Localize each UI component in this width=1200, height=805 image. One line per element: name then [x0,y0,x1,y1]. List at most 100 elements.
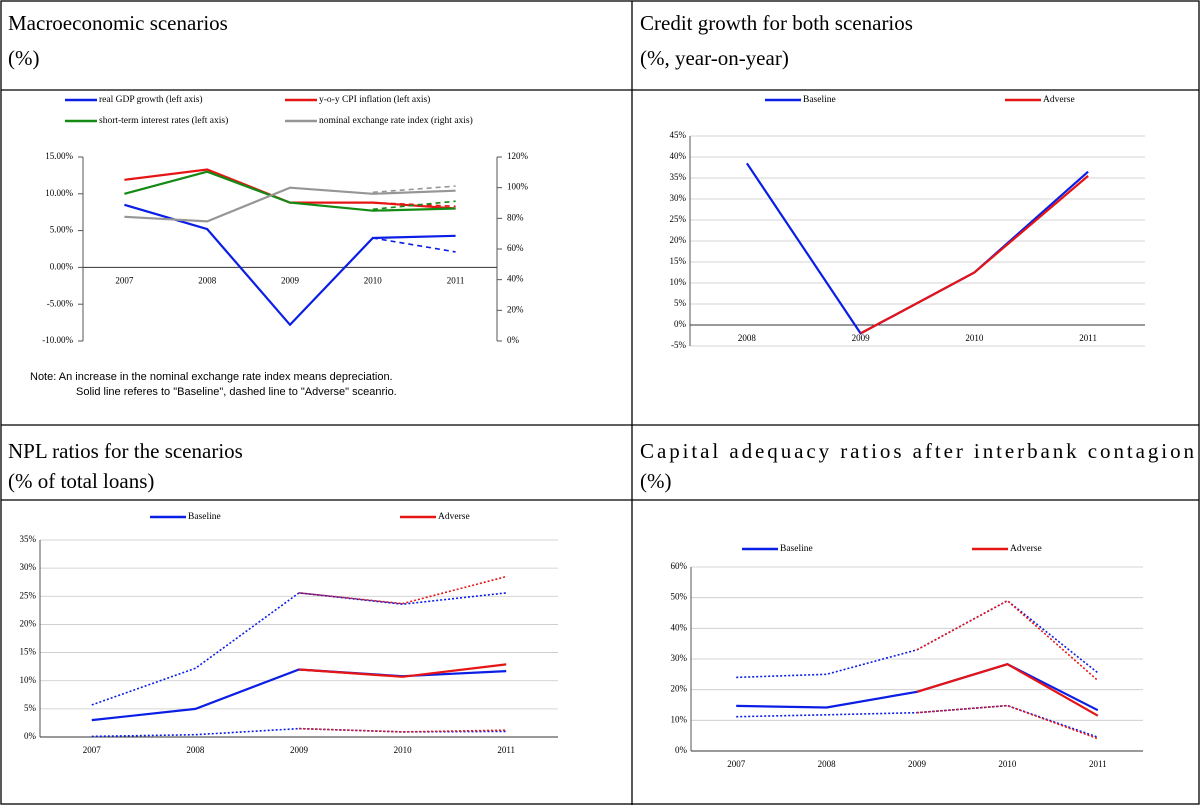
x-tick-label: 2010 [965,333,984,343]
y-tick-label: 0% [24,731,37,741]
series-line [372,201,456,208]
x-tick-label: 2011 [447,275,465,285]
y2-tick-label: 40% [507,274,524,284]
note: Solid line referes to "Baseline", dashed… [76,386,397,398]
y2-tick-label: 120% [507,151,529,161]
y2-tick-label: 0% [507,335,520,345]
y-tick-label: -5% [671,340,686,350]
y-tick-label: 15% [20,647,37,657]
x-tick-label: 2009 [281,275,300,285]
series-line [372,200,456,211]
y-tick-label: 40% [671,622,688,632]
y2-tick-label: 100% [507,182,529,192]
y-tick-label: 45% [670,130,687,140]
chart-title: Credit growth for both scenarios [640,11,913,35]
note: Note: An increase in the nominal exchang… [30,371,393,383]
series-line [298,663,507,678]
chart-subtitle: (%) [640,469,671,493]
x-tick-label: 2009 [290,745,309,755]
y-tick-label: 0.00% [50,261,74,271]
series-line [124,203,456,327]
x-tick-label: 2011 [497,745,515,755]
x-tick-label: 2009 [908,759,927,769]
y-tick-label: 35% [20,534,37,544]
series-line [124,170,456,212]
y-tick-label: 20% [20,618,37,628]
x-tick-label: 2007 [83,745,102,755]
chart-subtitle: (%) [8,46,39,70]
y-tick-label: 10% [670,277,687,287]
y-tick-label: 15% [670,256,687,266]
y2-tick-label: 20% [507,304,524,314]
series-line [736,599,1099,679]
legend-label: real GDP growth (left axis) [99,94,203,105]
legend-label: short-term interest rates (left axis) [99,115,228,126]
chart-title: Capital adequacy ratios after interbank … [640,439,1195,463]
chart-title: Macroeconomic scenarios [8,11,228,35]
series-line [736,663,1099,712]
series-line [298,727,507,733]
series-line [372,237,456,253]
x-tick-label: 2009 [852,333,871,343]
chart-subtitle: (%, year-on-year) [640,46,789,70]
x-tick-label: 2011 [1089,759,1107,769]
legend-label: Adverse [1010,544,1042,554]
y-tick-label: 0% [674,319,687,329]
y2-tick-label: 80% [507,212,524,222]
chart-subtitle: (% of total loans) [8,469,154,493]
y-tick-label: 30% [20,562,37,572]
x-tick-label: 2011 [1079,333,1097,343]
y-tick-label: 25% [670,214,687,224]
y-tick-label: -5.00% [47,298,74,308]
y-tick-label: 20% [670,235,687,245]
legend-label: Baseline [188,512,221,522]
y-tick-label: 10% [20,675,37,685]
series-line [916,663,1099,717]
series-line [124,186,456,223]
y-tick-label: 30% [670,193,687,203]
legend-label: Baseline [803,95,836,105]
legend-label: Baseline [780,544,813,554]
y-tick-label: 60% [671,561,688,571]
y-tick-label: -10.00% [42,335,73,345]
series-line [745,162,1089,335]
y-tick-label: 50% [671,592,688,602]
series-line [372,185,456,194]
y-tick-label: 30% [671,653,688,663]
y-tick-label: 0% [675,745,688,755]
series-line [91,727,507,738]
y-tick-label: 5% [24,703,37,713]
y-tick-label: 10% [671,714,688,724]
y-tick-label: 40% [670,151,687,161]
y-tick-label: 35% [670,172,687,182]
series-line [91,668,507,722]
y-tick-label: 5.00% [50,225,74,235]
x-tick-label: 2008 [818,759,837,769]
series-line [736,704,1099,738]
x-tick-label: 2007 [727,759,746,769]
legend-label: Adverse [438,512,470,522]
legend-label: Adverse [1043,95,1075,105]
legend-label: nominal exchange rate index (right axis) [319,115,473,126]
y-tick-label: 15.00% [45,151,73,161]
y-tick-label: 10.00% [45,188,73,198]
chart-title: NPL ratios for the scenarios [8,439,243,463]
legend-label: y-o-y CPI inflation (left axis) [319,94,430,105]
series-line [298,575,507,605]
x-tick-label: 2010 [998,759,1017,769]
series-line [91,592,507,706]
x-tick-label: 2010 [394,745,413,755]
x-tick-label: 2008 [198,275,217,285]
x-tick-label: 2008 [738,333,757,343]
series-line [860,175,1089,335]
y-tick-label: 5% [674,298,687,308]
y2-tick-label: 60% [507,243,524,253]
y-tick-label: 25% [20,590,37,600]
x-tick-label: 2010 [364,275,383,285]
x-tick-label: 2008 [186,745,205,755]
y-tick-label: 20% [671,684,688,694]
series-line [916,599,1099,682]
x-tick-label: 2007 [115,275,134,285]
